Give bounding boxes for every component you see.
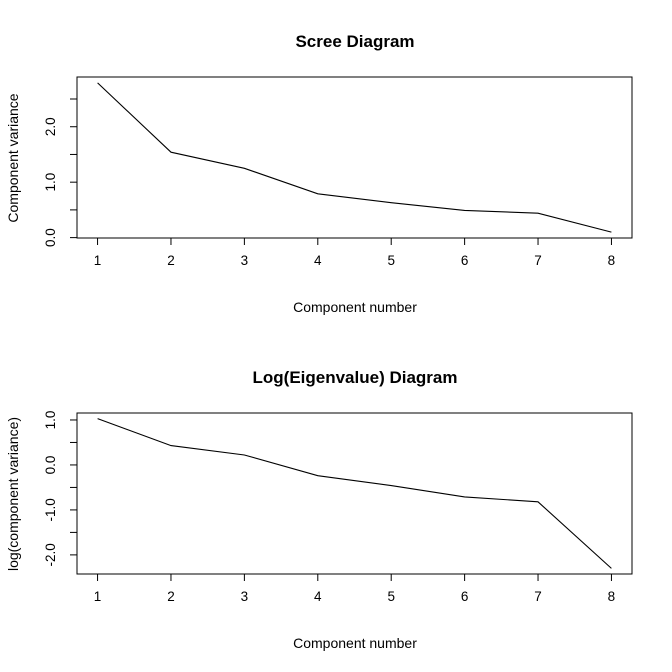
scree-plot-y-tick-label: 2.0 xyxy=(43,117,58,136)
log-eigenvalue-plot-x-tick-label: 6 xyxy=(461,589,469,604)
log-eigenvalue-plot-x-label: Component number xyxy=(293,635,417,651)
scree-plot-y-tick-label: 0.0 xyxy=(43,228,58,247)
scree-plot-x-tick-label: 3 xyxy=(241,253,249,268)
scree-plot-x-tick-label: 5 xyxy=(387,253,395,268)
scree-plot-x-tick-label: 1 xyxy=(94,253,102,268)
log-eigenvalue-plot-x-tick-label: 4 xyxy=(314,589,322,604)
scree-plot-y-label: Component variance xyxy=(5,93,21,222)
scree-plot-x-tick-label: 4 xyxy=(314,253,322,268)
log-eigenvalue-plot-series-line xyxy=(97,418,612,569)
log-eigenvalue-plot-x-tick-label: 1 xyxy=(94,589,102,604)
log-eigenvalue-plot-panel: Log(Eigenvalue) Diagram 1 2 3 4 5 6 7 8 1.0 0.0 -1… xyxy=(5,368,633,651)
scree-plot-x-tick-label: 7 xyxy=(534,253,542,268)
scree-plot-panel: Scree Diagram 1 2 3 4 5 6 7 8 0.0 1.0 2.0 Componen… xyxy=(5,32,633,315)
log-eigenvalue-plot-x-tick-label: 3 xyxy=(241,589,249,604)
log-eigenvalue-plot-y-tick-label: -1.0 xyxy=(43,498,58,521)
log-eigenvalue-plot-y-tick-label: -2.0 xyxy=(43,543,58,566)
scree-plot-y-tick-label: 1.0 xyxy=(43,173,58,192)
log-eigenvalue-plot-x-tick-label: 2 xyxy=(167,589,175,604)
log-eigenvalue-plot-y-label: log(component variance) xyxy=(5,417,21,571)
log-eigenvalue-plot-y-tick-label: 0.0 xyxy=(43,456,58,475)
log-eigenvalue-plot-x-tick-label: 7 xyxy=(534,589,542,604)
log-eigenvalue-plot-x-tick-label: 5 xyxy=(387,589,395,604)
scree-plot-x-label: Component number xyxy=(293,299,417,315)
log-eigenvalue-plot-y-tick-label: 1.0 xyxy=(43,411,58,430)
scree-plot-x-tick-label: 6 xyxy=(461,253,469,268)
scree-plot-x-tick-label: 2 xyxy=(167,253,175,268)
log-eigenvalue-plot-title: Log(Eigenvalue) Diagram xyxy=(253,368,458,387)
log-eigenvalue-plot-x-tick-label: 8 xyxy=(608,589,616,604)
scree-plot-frame xyxy=(76,76,633,239)
scree-plot-series-line xyxy=(97,82,612,233)
scree-plot-title: Scree Diagram xyxy=(295,32,414,51)
scree-plot-x-tick-label: 8 xyxy=(608,253,616,268)
log-eigenvalue-plot-frame xyxy=(76,412,633,575)
